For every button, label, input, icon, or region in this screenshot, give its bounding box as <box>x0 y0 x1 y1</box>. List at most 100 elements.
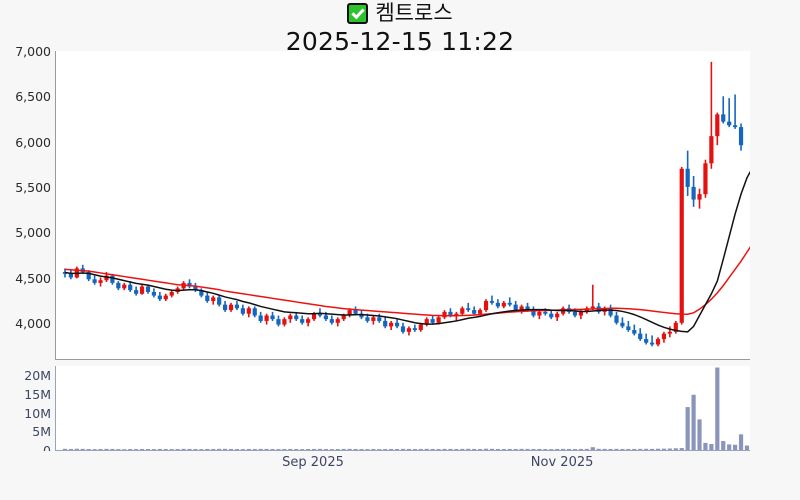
candle-body <box>703 163 708 195</box>
candle-body <box>139 286 145 294</box>
x-tick-label: Sep 2025 <box>282 455 344 470</box>
candle-body <box>620 322 625 327</box>
candle-body <box>614 315 619 323</box>
volume-bar <box>306 449 311 450</box>
volume-bar <box>543 449 548 450</box>
volume-bar <box>406 448 412 450</box>
candle-body <box>513 304 518 311</box>
volume-bar <box>217 448 222 450</box>
volume-bar <box>632 448 637 450</box>
candle-body <box>92 279 97 283</box>
candle-body <box>578 311 584 316</box>
candle-body <box>632 330 637 334</box>
candle-body <box>329 319 334 323</box>
candle-body <box>122 284 127 289</box>
candle-body <box>205 295 210 302</box>
price-tick-label: 5,500 <box>15 179 51 195</box>
volume-bar <box>400 448 406 450</box>
candle-body <box>442 311 447 318</box>
candle-body <box>110 275 115 283</box>
chart-title-row: 켐트로스 <box>0 0 800 26</box>
candle-body <box>733 125 738 128</box>
volume-bar <box>478 449 483 450</box>
candle-wick <box>722 96 725 124</box>
candle-wick <box>710 61 713 169</box>
volume-bar <box>448 448 453 450</box>
candle-body <box>389 322 394 327</box>
candle-body <box>306 319 311 323</box>
candle-body <box>169 291 174 296</box>
volume-bar <box>697 419 702 450</box>
candle-body <box>638 333 643 340</box>
volume-bar <box>122 449 127 450</box>
price-plot <box>62 61 750 347</box>
candle-body <box>673 322 678 332</box>
candle-body <box>448 311 453 316</box>
candle-body <box>507 302 512 305</box>
volume-bar <box>252 449 257 450</box>
volume-bar <box>282 449 287 450</box>
candle-body <box>501 302 506 307</box>
volume-bar <box>270 449 275 450</box>
volume-bar <box>104 448 109 450</box>
volume-bar <box>240 449 245 450</box>
candle-body <box>436 317 441 323</box>
volume-bar <box>128 449 133 450</box>
volume-bar <box>134 449 139 450</box>
candle-body <box>217 297 222 305</box>
volume-bar <box>489 448 495 450</box>
candle-body <box>151 291 157 296</box>
candle-body <box>430 319 435 323</box>
price-tick-label: 4,500 <box>15 270 51 286</box>
candle-body <box>163 295 168 300</box>
volume-bar <box>620 448 625 450</box>
candle-wick <box>728 98 730 128</box>
volume-bar <box>655 448 661 450</box>
volume-bar <box>412 449 417 450</box>
candle-body <box>282 319 287 325</box>
volume-bar <box>472 448 477 450</box>
candle-body <box>365 317 370 321</box>
volume-bar <box>68 448 73 450</box>
candle-body <box>721 114 726 122</box>
candle-wick <box>508 297 511 307</box>
candle-body <box>590 306 595 309</box>
candle-body <box>347 310 352 316</box>
volume-bar <box>744 445 750 450</box>
candle-body <box>335 319 340 323</box>
price-tick-label: 4,000 <box>15 315 51 331</box>
candle-body <box>626 326 631 331</box>
volume-bar <box>566 448 572 450</box>
candle-body <box>489 301 495 303</box>
candle-body <box>252 308 257 316</box>
check-box-icon <box>347 2 369 24</box>
volume-bar <box>436 449 441 450</box>
volume-bar <box>626 449 631 450</box>
volume-bar <box>590 447 595 450</box>
candle-body <box>472 310 477 314</box>
candle-body <box>187 282 192 287</box>
volume-bar <box>703 442 708 450</box>
volume-bar <box>685 407 690 450</box>
candle-body <box>145 286 151 292</box>
volume-bar <box>525 448 530 450</box>
volume-bar <box>288 448 293 450</box>
volume-tick-label: 20M <box>24 368 51 384</box>
candle-body <box>697 194 702 200</box>
candle-body <box>359 313 364 318</box>
candle-body <box>460 308 465 314</box>
volume-bar <box>602 448 607 450</box>
volume-tick-label: 0 <box>1 444 51 457</box>
volume-bar <box>193 449 198 450</box>
candle-body <box>400 326 406 332</box>
volume-bar <box>394 449 400 450</box>
volume-bar <box>454 449 459 450</box>
volume-bar <box>679 448 684 450</box>
volume-bar <box>98 449 103 450</box>
volume-bar <box>555 449 560 450</box>
candle-body <box>383 320 388 327</box>
volume-bar <box>733 444 738 450</box>
candle-body <box>549 313 554 318</box>
volume-bar <box>359 449 364 450</box>
volume-axis-labels: 20M 15M 10M 5M 0 <box>0 366 51 457</box>
